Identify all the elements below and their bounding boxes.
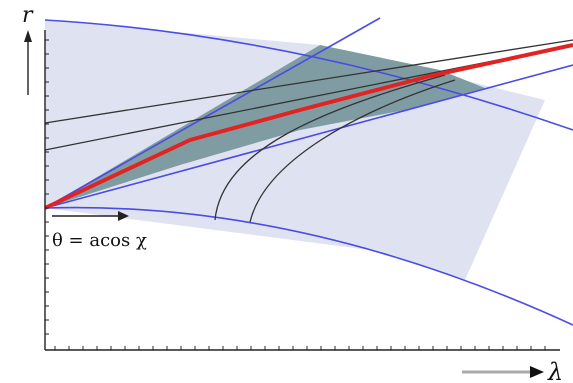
upper-boundary-curve [44,19,573,131]
lambda-arrow-head [530,366,544,378]
vertical-ticks [45,39,49,335]
r-axis-label: r [22,3,34,28]
theta-annotation: θ = acos χ [52,230,147,251]
cone-lower-edge [44,64,573,209]
horizontal-ticks [54,346,546,350]
theta-arrow-head [118,211,129,221]
r-arrow-head [24,30,32,42]
cone-region [45,45,485,208]
upper-dark-ray [44,39,573,124]
cone-upper-edge [44,17,381,209]
lower-boundary-curve [44,206,573,326]
lambda-axis-label: λ [547,358,563,383]
left-arc-curve [214,74,446,221]
red-path [44,43,573,210]
right-arc-curve [249,79,456,223]
